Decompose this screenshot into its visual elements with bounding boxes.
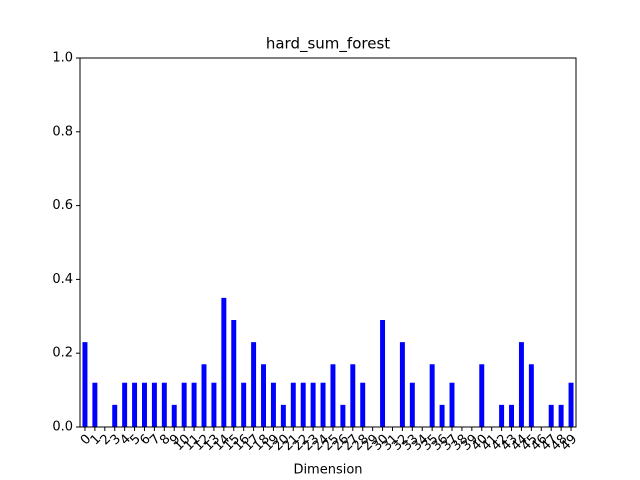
bar — [92, 382, 98, 427]
bar — [528, 364, 534, 427]
bar — [548, 404, 554, 427]
y-tick-label: 1.0 — [52, 51, 73, 66]
bar — [270, 382, 276, 427]
y-tick-label: 0.2 — [52, 346, 73, 361]
bar — [330, 364, 336, 427]
bar — [409, 382, 415, 427]
bar — [320, 382, 326, 427]
bar — [221, 297, 227, 427]
bar — [82, 342, 88, 427]
bar — [112, 404, 118, 427]
bar — [350, 364, 356, 427]
bar — [558, 404, 564, 427]
y-tick-label: 0.8 — [52, 124, 73, 139]
bar — [280, 404, 286, 427]
bar — [132, 382, 138, 427]
bar — [161, 382, 167, 427]
y-tick-label: 0.4 — [52, 272, 73, 287]
bar — [509, 404, 514, 427]
bar — [290, 382, 296, 427]
bar — [360, 382, 366, 427]
bar — [231, 319, 237, 427]
bar — [429, 364, 435, 427]
bar — [241, 382, 247, 427]
bar — [300, 382, 306, 427]
bar — [151, 382, 157, 427]
y-tick-label: 0.0 — [52, 420, 73, 435]
y-tick-label: 0.6 — [52, 198, 73, 213]
bar — [479, 364, 485, 427]
bar — [142, 382, 147, 427]
bar — [518, 342, 524, 427]
bar — [310, 382, 316, 427]
bar — [439, 404, 445, 427]
bar — [122, 382, 128, 427]
bar — [201, 364, 207, 427]
bar — [251, 342, 257, 427]
plot-frame — [79, 57, 577, 428]
bar — [181, 382, 187, 427]
bar — [340, 404, 346, 427]
bar — [499, 404, 505, 427]
bar — [211, 382, 217, 427]
chart-title: hard_sum_forest — [266, 35, 390, 54]
bar — [261, 364, 266, 427]
x-axis-label: Dimension — [293, 463, 362, 478]
bar — [380, 319, 386, 427]
bar — [568, 382, 574, 427]
bar — [171, 404, 177, 427]
bar — [399, 342, 405, 427]
bar — [449, 382, 455, 427]
bar — [191, 382, 197, 427]
